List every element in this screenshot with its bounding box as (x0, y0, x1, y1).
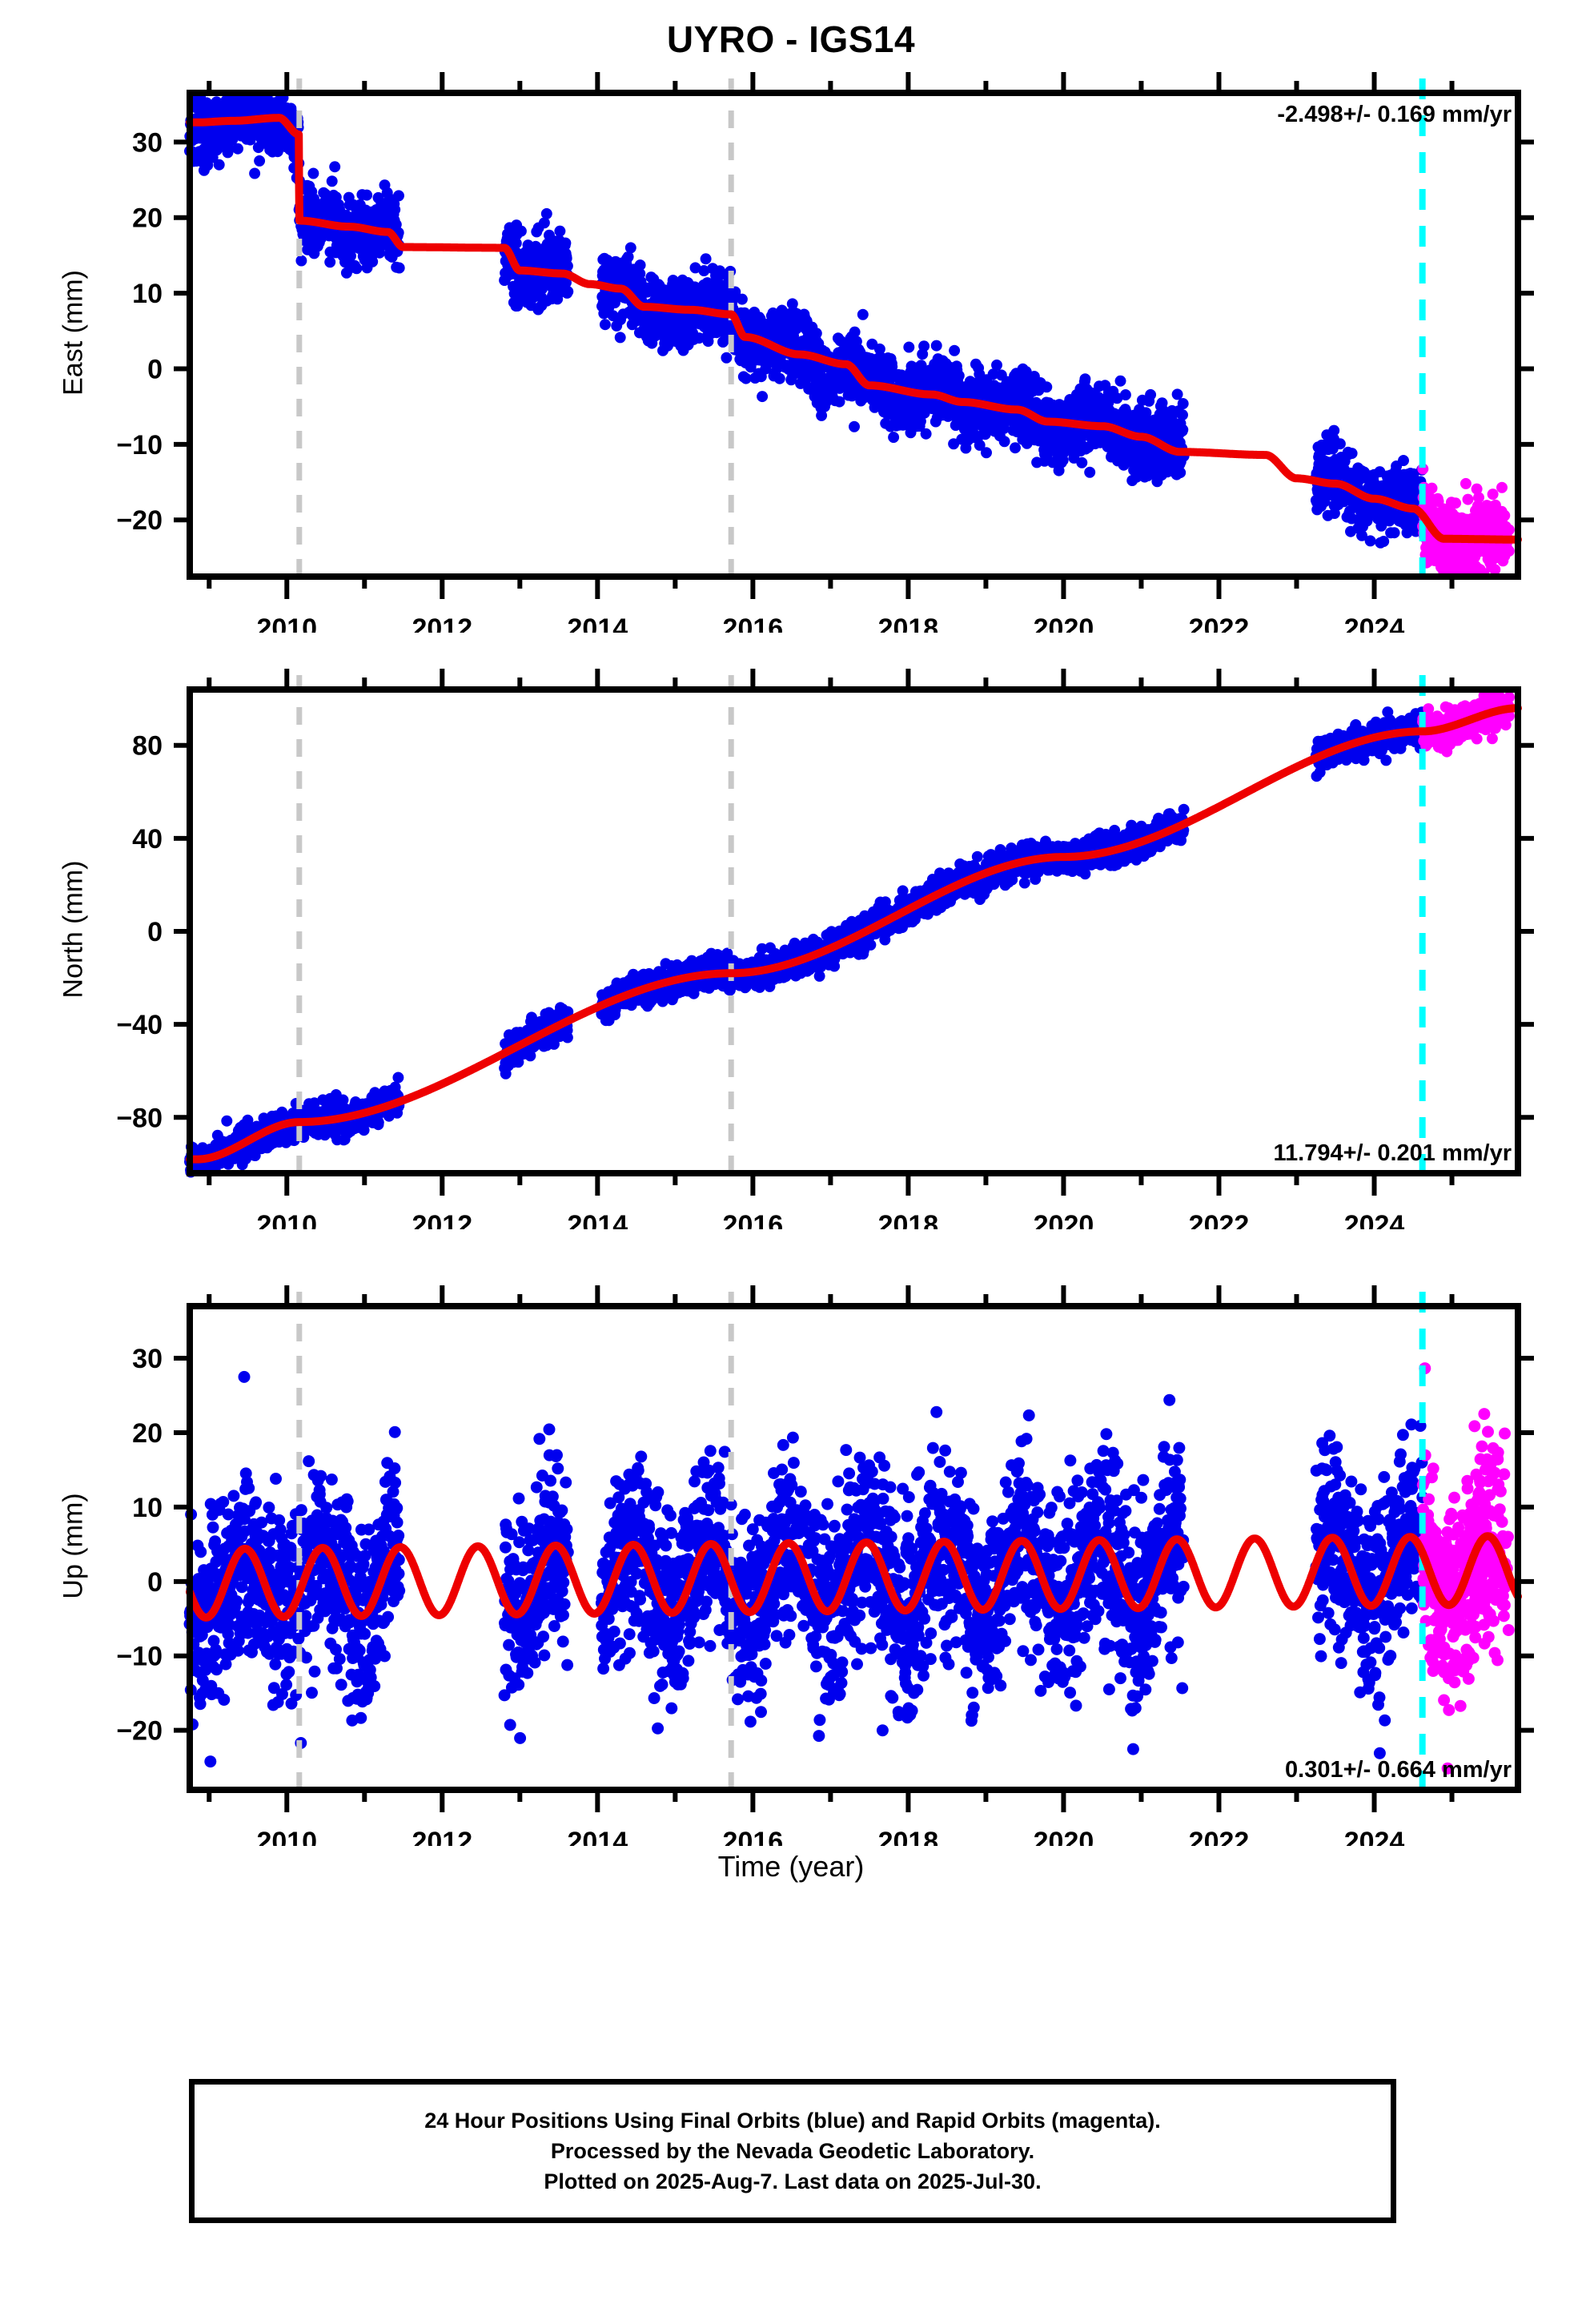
rate-label-east: -2.498+/- 0.169 mm/yr (1277, 102, 1512, 127)
x-tick-label-2010: 2010 (256, 613, 317, 633)
plot-frame (187, 90, 1521, 580)
y-tick-label-north-3: −40 (116, 1010, 163, 1040)
y-tick-label-up-5: −20 (116, 1716, 163, 1747)
y-tick-label-north-1: 40 (132, 824, 163, 854)
x-tick-label-2022: 2022 (1189, 1827, 1250, 1846)
model-fit-curve (186, 704, 1522, 1164)
y-axis-label-north: North (mm) (58, 860, 89, 999)
y-tick-label-up-1: 20 (132, 1418, 163, 1449)
x-tick-label-2024: 2024 (1344, 1210, 1405, 1229)
x-tick-label-2012: 2012 (412, 1210, 472, 1229)
final-orbit-points (184, 90, 1428, 549)
x-axis-label: Time (year) (717, 1850, 865, 1883)
footer-line-3: Plotted on 2025-Aug-7. Last data on 2025… (544, 2169, 1042, 2194)
x-tick-label-2012: 2012 (412, 1827, 472, 1846)
x-tick-label-2020: 2020 (1034, 1210, 1094, 1229)
rate-label-up: 0.301+/- 0.664 mm/yr (1285, 1757, 1512, 1783)
x-tick-label-2014: 2014 (568, 1210, 628, 1229)
panel-north: 80 40 0 −40 −80 2010 2012 2014 2016 2018 2020 2022 2… (0, 669, 1582, 1229)
y-tick-label-east-5: −20 (116, 505, 163, 536)
x-tick-label-2020: 2020 (1034, 613, 1094, 633)
x-tick-label-2018: 2018 (878, 613, 939, 633)
model-fit-curve (186, 1532, 1522, 1622)
y-tick-label-north-0: 80 (132, 731, 163, 762)
y-axis-label-east: East (mm) (58, 270, 89, 396)
x-tick-label-2016: 2016 (723, 613, 784, 633)
x-tick-label-2014: 2014 (568, 1827, 628, 1846)
x-tick-label-2014: 2014 (568, 613, 628, 633)
x-tick-label-2016: 2016 (723, 1210, 784, 1229)
x-tick-label-2010: 2010 (256, 1827, 317, 1846)
x-tick-label-2012: 2012 (412, 613, 472, 633)
x-tick-label-2010: 2010 (256, 1210, 317, 1229)
x-tick-label-2024: 2024 (1344, 1827, 1405, 1846)
plot-area-north: 80 40 0 −40 −80 2010 2012 2014 2016 2018 2020 2022 2… (116, 669, 1534, 1229)
x-tick-label-2020: 2020 (1034, 1827, 1094, 1846)
y-tick-label-east-0: 30 (132, 127, 163, 158)
y-tick-label-east-3: 0 (147, 354, 163, 384)
page-title: UYRO - IGS14 (666, 18, 916, 60)
footer-line-2: Processed by the Nevada Geodetic Laborat… (550, 2138, 1035, 2163)
x-tick-label-2018: 2018 (878, 1827, 939, 1846)
x-tick-label-2024: 2024 (1344, 613, 1405, 633)
y-tick-label-up-3: 0 (147, 1567, 163, 1598)
model-fit-curve (186, 114, 1522, 544)
y-axis-label-up: Up (mm) (58, 1493, 89, 1599)
footer-caption-box: 24 Hour Positions Using Final Orbits (bl… (189, 2079, 1396, 2223)
y-tick-label-north-4: −80 (116, 1103, 163, 1133)
plot-frame (187, 1303, 1521, 1793)
x-tick-label-2016: 2016 (723, 1827, 784, 1846)
rapid-orbit-points (1417, 463, 1515, 579)
x-tick-label-2022: 2022 (1189, 1210, 1250, 1229)
footer-line-1: 24 Hour Positions Using Final Orbits (bl… (424, 2108, 1161, 2133)
y-tick-label-up-2: 10 (132, 1493, 163, 1523)
y-tick-label-east-4: −10 (116, 430, 163, 460)
rate-label-north: 11.794+/- 0.201 mm/yr (1274, 1140, 1512, 1166)
x-tick-label-2018: 2018 (878, 1210, 939, 1229)
panel-east: 30 20 10 0 −10 −20 2010 2012 2014 2016 2018 2020 202… (0, 72, 1582, 633)
x-tick-label-2022: 2022 (1189, 613, 1250, 633)
y-tick-label-north-2: 0 (147, 917, 163, 947)
y-tick-label-east-2: 10 (132, 279, 163, 309)
y-tick-label-up-0: 30 (132, 1344, 163, 1374)
final-orbit-points (184, 706, 1428, 1178)
panel-up: 30 20 10 0 −10 −20 2010 2012 2014 2016 2018 2020 202… (0, 1285, 1582, 1846)
y-tick-label-up-4: −10 (116, 1642, 163, 1672)
y-tick-label-east-1: 20 (132, 203, 163, 234)
